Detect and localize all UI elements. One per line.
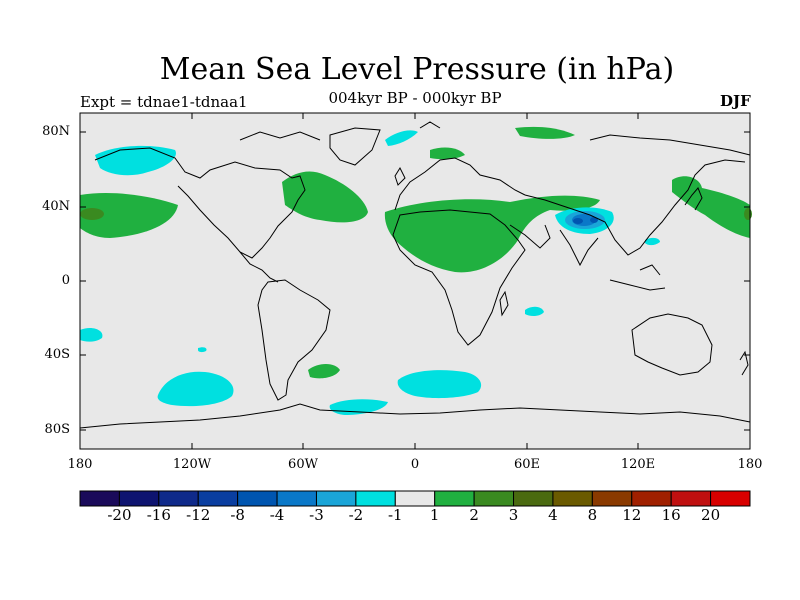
anomaly-south-pacific-small xyxy=(198,347,207,353)
lon-label-180w: 180 xyxy=(67,457,93,472)
lon-label-60w: 60W xyxy=(288,457,318,472)
coast-arctic-islands xyxy=(239,121,751,156)
lat-label-40s: 40S xyxy=(44,347,70,362)
lat-label-40n: 40N xyxy=(42,199,70,214)
lat-label-0: 0 xyxy=(61,273,70,288)
colorbar-label: -20 xyxy=(107,506,132,524)
lon-label-0: 0 xyxy=(410,457,420,472)
lon-label-120e: 120E xyxy=(620,457,656,472)
colorbar-swatch xyxy=(670,490,712,507)
negative-anomaly-regions xyxy=(80,130,660,415)
coast-africa xyxy=(392,209,526,346)
coast-asia xyxy=(524,159,746,256)
coast-arabia xyxy=(509,224,551,249)
colorbar-swatch xyxy=(591,490,633,507)
colorbar-swatch xyxy=(158,490,199,507)
positive-anomaly-regions xyxy=(80,126,750,379)
colorbar-swatch xyxy=(710,490,751,507)
coastlines xyxy=(79,121,751,429)
lon-tick-marks xyxy=(79,113,751,449)
coast-central-america xyxy=(239,251,279,283)
colorbar-swatch xyxy=(355,490,396,507)
colorbar-label: 16 xyxy=(661,506,681,524)
colorbar-swatch xyxy=(79,490,120,507)
colorbar-label: 8 xyxy=(587,506,598,524)
experiment-label: Expt = tdnae1-tdnaa1 xyxy=(80,93,248,111)
coast-europe xyxy=(394,157,526,211)
colorbar-label: -8 xyxy=(230,506,245,524)
map-title: Mean Sea Level Pressure (in hPa) xyxy=(159,52,675,87)
anomaly-north-america-negative xyxy=(95,145,176,176)
coast-australia xyxy=(631,313,713,376)
colorbar-label: -1 xyxy=(387,506,403,524)
period-label: 004kyr BP - 000kyr BP xyxy=(328,89,502,107)
lat-label-80n: 80N xyxy=(42,124,70,139)
coast-new-zealand xyxy=(739,350,749,376)
anomaly-tibet-core-inner xyxy=(573,218,583,224)
coast-south-america xyxy=(257,279,331,401)
colorbar-swatch xyxy=(513,490,554,507)
lat-tick-marks xyxy=(80,131,750,431)
colorbar-swatch xyxy=(552,490,593,507)
anomaly-indian-ocean-negative xyxy=(525,306,544,317)
coast-antarctica xyxy=(79,403,751,429)
colorbar-swatch xyxy=(276,490,317,507)
anomaly-southern-ocean-west xyxy=(157,371,234,407)
coast-uk xyxy=(394,166,406,186)
colorbar-label: -4 xyxy=(269,506,285,524)
colorbar-swatch xyxy=(197,490,239,507)
colorbar-swatch xyxy=(118,490,160,507)
colorbar-label: 12 xyxy=(622,506,642,524)
anomaly-sahara-asia-positive xyxy=(384,195,600,273)
colorbar-label: 3 xyxy=(508,506,519,524)
coast-north-america xyxy=(94,147,306,259)
anomaly-southeast-asia-negative xyxy=(645,237,660,246)
colorbar-swatch xyxy=(631,490,672,507)
lon-label-60e: 60E xyxy=(513,457,541,472)
season-label: DJF xyxy=(720,92,751,110)
anomaly-southern-ocean-east xyxy=(397,370,482,399)
anomaly-northern-europe-positive xyxy=(430,147,465,160)
colorbar-swatch xyxy=(434,490,475,507)
colorbar-swatch xyxy=(237,490,278,507)
negative-anomaly-strongest xyxy=(573,217,598,224)
colorbar-label: 2 xyxy=(469,506,479,524)
colorbar-swatch xyxy=(315,490,357,507)
colorbar-label: 1 xyxy=(429,506,440,524)
lon-label-120w: 120W xyxy=(172,457,212,472)
colorbar-swatch xyxy=(473,490,515,507)
colorbar xyxy=(79,490,751,507)
anomaly-greenland-negative xyxy=(385,130,418,146)
coast-japan xyxy=(684,187,703,211)
anomaly-north-america-positive xyxy=(282,171,368,223)
colorbar-label: -3 xyxy=(309,506,324,524)
colorbar-label: -2 xyxy=(348,506,364,524)
anomaly-tibet-core-inner-2 xyxy=(590,217,598,223)
colorbar-label: -12 xyxy=(186,506,211,524)
coast-indonesia xyxy=(609,264,666,291)
anomaly-pacific-core xyxy=(80,208,104,220)
colorbar-swatch xyxy=(394,490,436,507)
coast-greenland xyxy=(329,127,381,166)
anomaly-east-asia-positive xyxy=(672,176,750,238)
lon-label-180e: 180 xyxy=(737,457,763,472)
anomaly-arctic-europe-positive xyxy=(515,126,575,139)
anomaly-north-pacific-positive xyxy=(80,193,178,238)
colorbar-label: 4 xyxy=(548,506,558,524)
anomaly-south-pacific-negative xyxy=(80,327,103,342)
anomaly-dateline-core xyxy=(744,208,752,220)
lat-label-80s: 80S xyxy=(44,422,70,437)
coast-madagascar xyxy=(499,290,509,317)
coast-india xyxy=(559,229,599,267)
colorbar-label: -16 xyxy=(146,506,171,524)
anomaly-south-atlantic-positive xyxy=(308,364,340,379)
colorbar-label: 20 xyxy=(701,506,721,524)
